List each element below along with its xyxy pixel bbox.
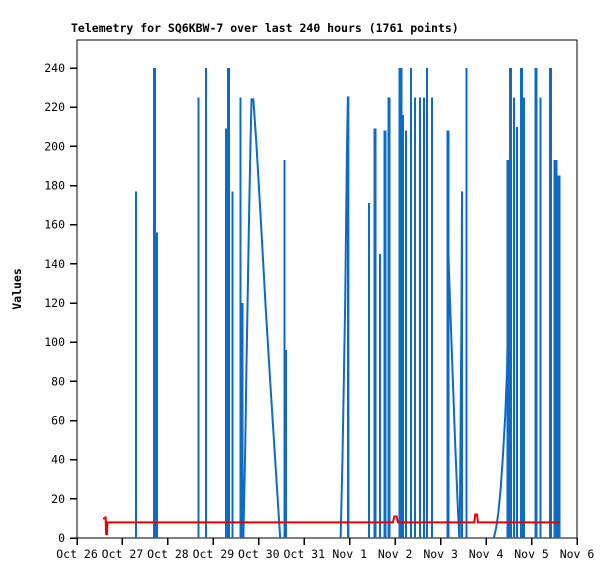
x-tick-label: Oct 29 [193,547,235,561]
y-tick-label: 60 [51,414,65,428]
blue-series-shape [447,254,461,539]
y-tick-label: 20 [51,492,65,506]
x-tick-label: Nov 6 [560,547,595,561]
blue-series-shape [242,98,282,539]
chart-title: Telemetry for SQ6KBW-7 over last 240 hou… [71,21,459,35]
y-tick-label: 80 [51,374,65,388]
x-tick-label: Nov 2 [378,547,413,561]
x-tick-label: Oct 26 [56,547,98,561]
red-series-line [102,513,560,536]
y-tick-label: 200 [44,139,65,153]
x-tick-label: Nov 5 [514,547,549,561]
y-tick-label: 100 [44,335,65,349]
y-tick-label: 240 [44,61,65,75]
y-tick-label: 0 [58,531,65,545]
y-tick-label: 180 [44,179,65,193]
y-tick-label: 160 [44,218,65,232]
x-tick-label: Oct 28 [147,547,189,561]
plot-border [76,39,578,539]
x-tick-label: Oct 31 [283,547,325,561]
y-tick-label: 140 [44,257,65,271]
x-tick-label: Oct 30 [238,547,280,561]
y-tick-label: 40 [51,453,65,467]
x-tick-label: Nov 3 [423,547,458,561]
y-tick-label: 120 [44,296,65,310]
blue-series-shape [492,322,509,539]
x-tick-label: Nov 4 [469,547,504,561]
x-tick-label: Oct 27 [102,547,144,561]
y-tick-label: 220 [44,100,65,114]
x-tick-label: Nov 1 [332,547,367,561]
